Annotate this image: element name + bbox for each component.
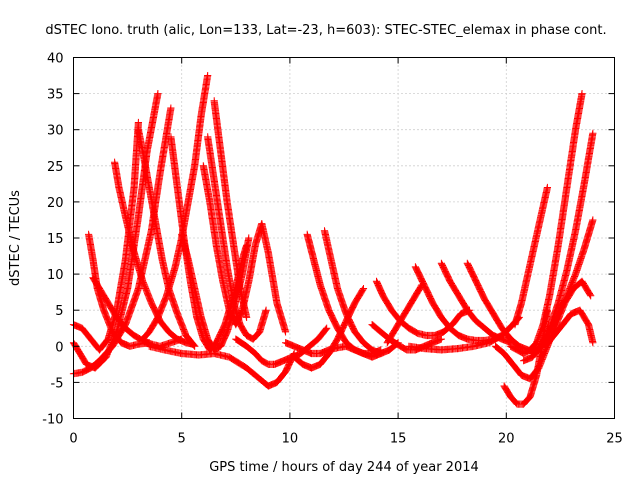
x-tick-label: 20	[498, 432, 515, 447]
y-tick-label: -5	[51, 376, 64, 391]
series-arc12	[204, 133, 270, 343]
x-tick-label: 10	[282, 432, 299, 447]
x-axis-title: GPS time / hours of day 244 of year 2014	[209, 460, 479, 475]
ticks: 0 5 10 15 20 25 -10 -5 0 5 10 15 20 25 30 35 40	[42, 52, 623, 447]
y-tick-label: 0	[55, 340, 63, 355]
y-axis-title: dSTEC / TECUs	[8, 190, 23, 286]
series-arc29	[511, 183, 552, 329]
series-arc13	[210, 97, 251, 322]
x-tick-label: 5	[178, 432, 186, 447]
series-arc22	[383, 281, 426, 347]
series-markers	[541, 306, 597, 350]
series-markers	[528, 216, 597, 358]
series-markers	[210, 97, 251, 322]
series-arc32	[528, 216, 597, 358]
series-markers	[383, 281, 426, 347]
series-markers	[507, 90, 586, 358]
x-tick-label: 0	[69, 432, 77, 447]
series-arc30	[507, 90, 586, 358]
series-markers	[463, 259, 532, 354]
series-markers	[232, 324, 331, 368]
data-layer	[69, 71, 597, 408]
y-tick-label: 5	[55, 304, 63, 319]
series-arc14	[145, 342, 298, 390]
y-tick-label: 25	[47, 160, 64, 175]
series-arc25	[463, 259, 532, 354]
y-tick-label: 10	[47, 268, 64, 283]
y-tick-label: 35	[47, 88, 64, 103]
series-arc26	[405, 313, 523, 354]
x-tick-label: 15	[390, 432, 407, 447]
series-markers	[145, 342, 298, 390]
series-markers	[282, 339, 385, 361]
y-tick-label: 20	[47, 196, 64, 211]
y-tick-label: 15	[47, 232, 64, 247]
series-markers	[204, 133, 270, 343]
series-markers	[511, 183, 552, 329]
x-tick-label: 25	[606, 432, 623, 447]
series-arc19	[282, 339, 385, 361]
series-arc33	[541, 306, 597, 350]
chart-title: dSTEC Iono. truth (alic, Lon=133, Lat=-2…	[45, 23, 606, 38]
series-arc7	[134, 126, 199, 350]
series-arc15	[232, 324, 331, 368]
series-markers	[405, 313, 523, 354]
series-markers	[134, 126, 199, 350]
y-tick-label: -10	[42, 413, 63, 428]
y-tick-label: 40	[47, 52, 64, 67]
y-tick-label: 30	[47, 124, 64, 139]
